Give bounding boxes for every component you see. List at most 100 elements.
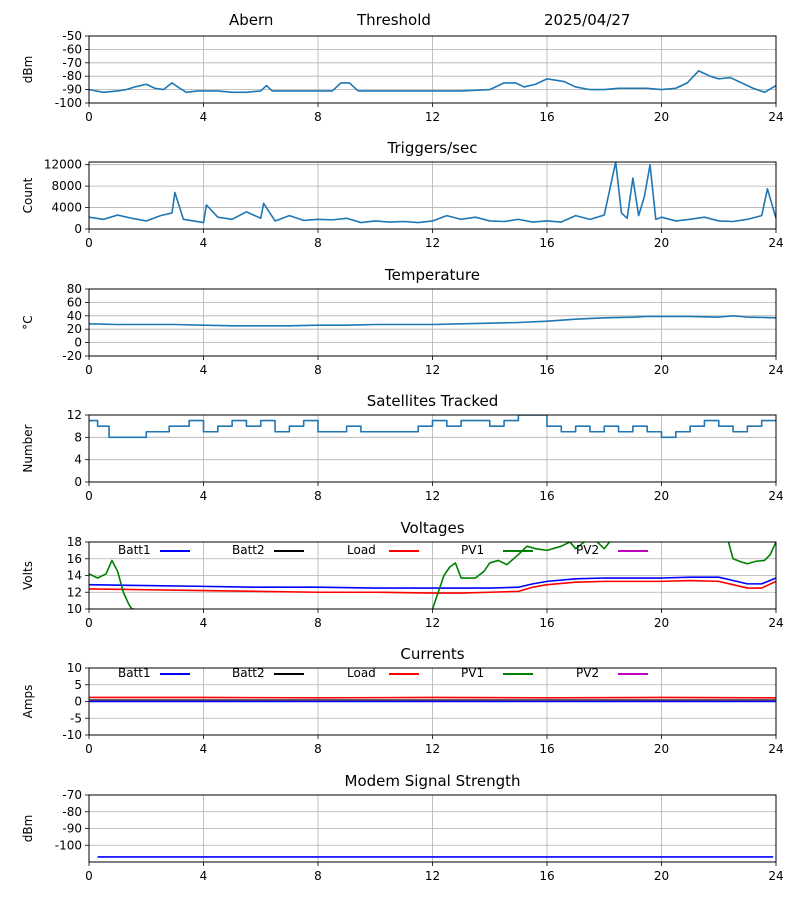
- x-tick-label: 20: [654, 742, 669, 756]
- x-tick-label: 20: [654, 236, 669, 250]
- x-tick-label: 12: [425, 489, 440, 503]
- chart-title: Voltages: [400, 519, 464, 537]
- y-axis-label: Number: [21, 424, 35, 472]
- y-tick-label: -100: [55, 96, 82, 110]
- chart-title: Temperature: [384, 266, 480, 284]
- x-tick-label: 24: [768, 236, 783, 250]
- plot-frame: [88, 794, 777, 863]
- x-tick-label: 4: [200, 363, 208, 377]
- y-tick-label: 4000: [51, 201, 82, 215]
- chart-panel-6: 0 4 8 12 16 20 24 10 5 0 -5 -10 Currents Amps Batt1 Bat…: [21, 645, 784, 756]
- x-tick-label: 20: [654, 110, 669, 124]
- legend-label-batt2: Batt2: [232, 666, 265, 680]
- x-tick-label: 20: [654, 869, 669, 883]
- x-tick-label: 12: [425, 363, 440, 377]
- y-tick-label: -60: [62, 42, 82, 56]
- series-group: [89, 696, 776, 703]
- y-tick-label: 12: [67, 408, 82, 422]
- y-tick-label: 8: [74, 430, 82, 444]
- x-tick-label: 16: [539, 489, 554, 503]
- y-axis-label: dBm: [21, 56, 35, 84]
- legend-label-load: Load: [347, 543, 376, 557]
- series-line-batt1: [89, 576, 776, 589]
- y-tick-label: 8000: [51, 179, 82, 193]
- legend-label-pv2: PV2: [576, 543, 599, 557]
- chart-panel-7: 0 4 8 12 16 20 24 -70 -80 -90 -100 Modem Signal Str…: [21, 772, 784, 883]
- legend-label-load: Load: [347, 666, 376, 680]
- y-tick-label: -80: [62, 69, 82, 83]
- x-tick-label: 4: [200, 489, 208, 503]
- x-tick-label: 20: [654, 616, 669, 630]
- x-tick-label: 0: [85, 869, 93, 883]
- x-tick-label: 24: [768, 869, 783, 883]
- x-tick-label: 8: [314, 489, 322, 503]
- x-tick-label: 8: [314, 869, 322, 883]
- series-group: [89, 314, 776, 327]
- legend-label-pv2: PV2: [576, 666, 599, 680]
- y-tick-label: 0: [74, 695, 82, 709]
- series-line-load: [89, 579, 776, 594]
- series-line-data: [89, 415, 776, 439]
- x-tick-label: 16: [539, 110, 554, 124]
- plot-frame: [88, 161, 777, 230]
- header-station: Abern: [229, 11, 274, 29]
- series-group: [89, 542, 776, 609]
- y-tick-label: 40: [67, 309, 82, 323]
- x-tick-label: 16: [539, 363, 554, 377]
- chart-panel-1: 0 4 8 12 16 20 24 -50-60-70-80-90-100 dBm: [21, 29, 784, 124]
- chart-panel-2: 0 4 8 12 16 20 24 0 4000 8000 12000 Triggers/sec Cou…: [21, 139, 784, 250]
- x-tick-label: 0: [85, 742, 93, 756]
- legend-label-batt1: Batt1: [118, 666, 151, 680]
- series-group: [89, 162, 776, 224]
- x-tick-label: 8: [314, 110, 322, 124]
- x-tick-label: 16: [539, 236, 554, 250]
- x-tick-label: 12: [425, 236, 440, 250]
- x-tick-label: 16: [539, 616, 554, 630]
- y-tick-label: 0: [74, 475, 82, 489]
- y-tick-label: -20: [62, 349, 82, 363]
- y-tick-label: 10: [67, 602, 82, 616]
- x-tick-label: 0: [85, 363, 93, 377]
- x-tick-label: 0: [85, 616, 93, 630]
- x-tick-label: 0: [85, 489, 93, 503]
- y-tick-label: 12000: [44, 158, 82, 172]
- y-axis-label: dBm: [21, 815, 35, 843]
- legend-label-pv1: PV1: [461, 543, 484, 557]
- x-tick-label: 8: [314, 363, 322, 377]
- chart-title: Triggers/sec: [387, 139, 478, 157]
- x-tick-label: 8: [314, 742, 322, 756]
- chart-panel-4: 0 4 8 12 16 20 24 12 8 4 0 Satellites Tracked Number: [21, 392, 784, 503]
- series-line-pv1: [89, 559, 135, 609]
- series-line-data: [89, 70, 776, 94]
- y-tick-label: -50: [62, 29, 82, 43]
- y-tick-label: 12: [67, 585, 82, 599]
- plot-frame: [88, 288, 777, 357]
- x-tick-label: 20: [654, 489, 669, 503]
- x-tick-label: 12: [425, 616, 440, 630]
- legend-label-pv1: PV1: [461, 666, 484, 680]
- y-tick-label: 80: [67, 282, 82, 296]
- legend-label-batt1: Batt1: [118, 543, 151, 557]
- plot-frame: [88, 414, 777, 483]
- x-tick-label: 0: [85, 236, 93, 250]
- header-mode: Threshold: [357, 11, 431, 29]
- chart-title: Satellites Tracked: [367, 392, 498, 410]
- y-axis-label: Amps: [21, 685, 35, 719]
- x-tick-label: 16: [539, 742, 554, 756]
- y-tick-label: -5: [70, 711, 82, 725]
- x-tick-label: 4: [200, 110, 208, 124]
- y-axis-label: °C: [21, 315, 35, 329]
- x-tick-label: 0: [85, 110, 93, 124]
- x-tick-label: 24: [768, 489, 783, 503]
- y-tick-label: 0: [74, 222, 82, 236]
- x-tick-label: 8: [314, 236, 322, 250]
- y-tick-label: 20: [67, 322, 82, 336]
- y-tick-label: 0: [74, 336, 82, 350]
- x-tick-label: 24: [768, 616, 783, 630]
- x-tick-label: 24: [768, 363, 783, 377]
- y-tick-label: 16: [67, 552, 82, 566]
- x-tick-label: 24: [768, 110, 783, 124]
- x-tick-label: 12: [425, 110, 440, 124]
- series-line-pv1: [431, 542, 776, 609]
- header-date: 2025/04/27: [544, 11, 631, 29]
